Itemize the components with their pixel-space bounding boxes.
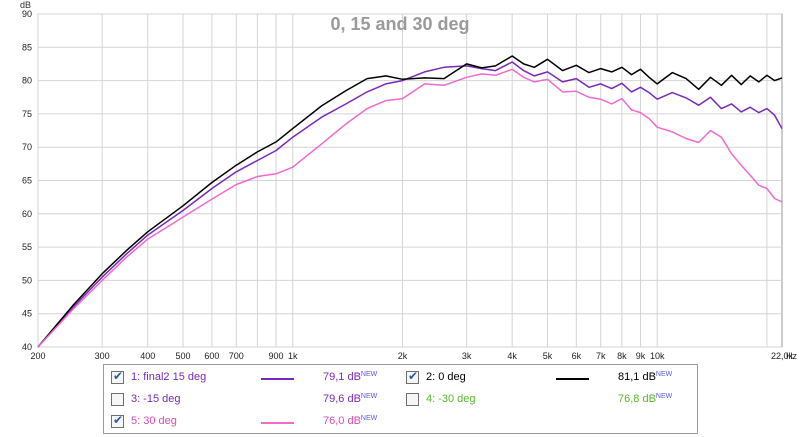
y-tick-label: 60	[22, 209, 32, 219]
series-line	[37, 61, 783, 348]
legend-value-suffix: NEW	[360, 371, 378, 378]
x-tick-label: 200	[30, 351, 45, 361]
legend-checkbox[interactable]	[111, 369, 124, 384]
legend-value: 79,6 dBNEW	[323, 393, 378, 405]
y-tick-labels: 40 45 50 55 60 65 70 75 80 85 90	[22, 9, 32, 352]
x-tick-label: 500	[176, 351, 191, 361]
series-line	[37, 55, 783, 348]
y-tick-label: 55	[22, 242, 32, 252]
legend-item: 1: final2 15 deg 79,1 dBNEW	[111, 369, 401, 387]
x-unit-label: Hz	[786, 351, 797, 361]
y-tick-label: 90	[22, 9, 32, 19]
x-tick-labels: 200 300 400 500 600 700 900 1k 2k 3k 4k 5k 6k 7k 8k 9k 1…	[30, 351, 797, 361]
legend-value: 81,1 dBNEW	[618, 371, 673, 383]
x-tick-label: 22,0k	[771, 351, 794, 361]
series-lines	[37, 55, 783, 348]
legend-swatch	[261, 378, 294, 380]
legend-value: 79,1 dBNEW	[323, 371, 378, 383]
legend-checkbox[interactable]	[111, 393, 124, 406]
x-tick-label: 5k	[543, 351, 553, 361]
legend-checkbox[interactable]	[406, 393, 419, 406]
legend-label: 5: 30 deg	[131, 415, 177, 427]
y-tick-label: 45	[22, 309, 32, 319]
x-tick-label: 300	[95, 351, 110, 361]
legend-checkbox[interactable]	[406, 369, 419, 384]
x-tick-label: 10k	[650, 351, 665, 361]
legend-swatch	[556, 378, 589, 380]
y-tick-label: 85	[22, 42, 32, 52]
y-tick-label: 65	[22, 176, 32, 186]
legend-value-suffix: NEW	[360, 415, 378, 422]
y-tick-label: 40	[22, 342, 32, 352]
y-tick-label: 50	[22, 275, 32, 285]
y-tick-label: 75	[22, 109, 32, 119]
y-axis-label: dB	[20, 0, 31, 10]
legend-swatch	[261, 422, 294, 424]
legend-item: 2: 0 deg 81,1 dBNEW	[406, 369, 696, 387]
legend-value-suffix: NEW	[360, 393, 378, 400]
legend-checkbox[interactable]	[111, 413, 124, 428]
legend-item: 5: 30 deg 76,0 dBNEW	[111, 413, 401, 431]
legend-value: 76,8 dBNEW	[618, 393, 673, 405]
x-tick-label: 1k	[288, 351, 298, 361]
x-tick-label: 9k	[636, 351, 646, 361]
x-tick-label: 900	[269, 351, 284, 361]
x-tick-label: 8k	[617, 351, 627, 361]
legend-value: 76,0 dBNEW	[323, 415, 378, 427]
legend: 1: final2 15 deg 79,1 dBNEW 2: 0 deg 81,1 d…	[103, 364, 698, 434]
y-tick-label: 70	[22, 142, 32, 152]
x-tick-label: 3k	[462, 351, 472, 361]
legend-label: 3: -15 deg	[131, 393, 181, 405]
x-tick-label: 600	[204, 351, 219, 361]
series-line	[37, 68, 783, 348]
x-tick-label: 7k	[596, 351, 606, 361]
x-tick-label: 6k	[572, 351, 582, 361]
legend-label: 1: final2 15 deg	[131, 371, 207, 383]
x-tick-label: 2k	[398, 351, 408, 361]
legend-value-suffix: NEW	[655, 393, 673, 400]
y-tick-label: 80	[22, 76, 32, 86]
legend-item: 4: -30 deg 76,8 dBNEW	[406, 391, 696, 409]
grid	[37, 13, 782, 348]
x-tick-label: 4k	[507, 351, 517, 361]
x-tick-label: 700	[229, 351, 244, 361]
x-tick-label: 400	[140, 351, 155, 361]
legend-value-suffix: NEW	[655, 371, 673, 378]
frequency-response-chart: 0, 15 and 30 deg dB 40 45 50 55 60 65 70 75 80 85…	[20, 0, 797, 361]
legend-item: 3: -15 deg 79,6 dBNEW	[111, 391, 401, 409]
chart-title: 0, 15 and 30 deg	[330, 14, 469, 34]
legend-label: 2: 0 deg	[426, 371, 466, 383]
legend-label: 4: -30 deg	[426, 393, 476, 405]
